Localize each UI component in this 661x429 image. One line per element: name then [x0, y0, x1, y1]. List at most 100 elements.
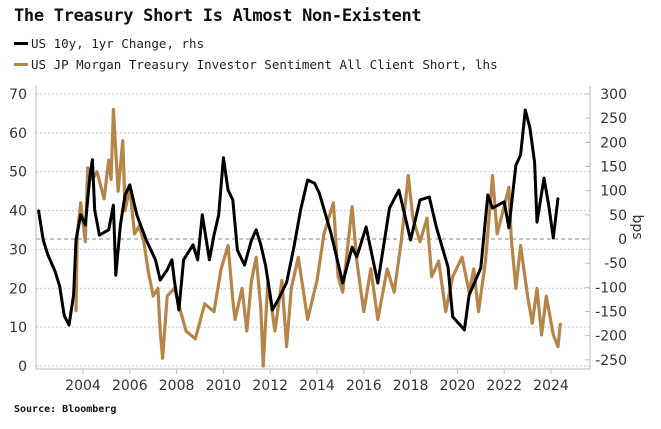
data-point-jpm-short — [557, 345, 559, 348]
data-point-jpm-short — [133, 233, 136, 235]
data-point-us10y — [536, 221, 538, 223]
data-point-jpm-short — [351, 205, 353, 208]
data-point-jpm-short — [250, 279, 253, 282]
data-point-jpm-short — [159, 330, 161, 332]
data-point-jpm-short — [461, 256, 463, 259]
data-point-jpm-short — [157, 287, 159, 290]
data-point-us10y — [255, 229, 257, 231]
data-point-jpm-short — [332, 202, 335, 204]
data-point-us10y — [278, 296, 281, 298]
data-point-jpm-short — [306, 318, 309, 321]
data-point-us10y — [533, 161, 536, 163]
data-point-us10y — [213, 234, 215, 236]
data-point-us10y — [136, 214, 138, 216]
data-point-us10y — [557, 197, 559, 199]
data-point-jpm-short — [232, 299, 234, 301]
y-right-tick-label: -250 — [595, 353, 627, 369]
data-point-us10y — [192, 244, 194, 246]
data-point-jpm-short — [147, 271, 150, 274]
x-tick-label: 2004 — [65, 378, 101, 394]
data-point-us10y — [250, 239, 253, 241]
y-right-tick-label: 150 — [600, 160, 627, 176]
x-tick-label: 2020 — [440, 378, 476, 394]
y-left-tick-label: 40 — [9, 204, 27, 220]
data-point-jpm-short — [122, 139, 124, 142]
data-point-jpm-short — [386, 268, 389, 270]
data-point-us10y — [524, 109, 527, 111]
data-point-jpm-short — [412, 217, 414, 220]
data-point-us10y — [173, 279, 176, 281]
data-point-us10y — [208, 259, 211, 261]
data-point-us10y — [519, 154, 522, 156]
data-point-us10y — [292, 247, 295, 250]
data-point-us10y — [93, 209, 96, 211]
data-point-jpm-short — [96, 170, 98, 173]
data-point-jpm-short — [323, 233, 325, 235]
data-point-jpm-short — [241, 287, 243, 290]
data-point-jpm-short — [515, 287, 517, 290]
data-point-us10y — [313, 182, 316, 185]
data-point-us10y — [72, 294, 75, 296]
data-point-us10y — [306, 179, 309, 181]
data-point-us10y — [508, 227, 510, 229]
data-point-jpm-short — [477, 310, 480, 313]
data-point-jpm-short — [491, 174, 494, 177]
y-left-tick-label: 70 — [9, 87, 27, 103]
data-point-jpm-short — [213, 310, 215, 313]
data-point-jpm-short — [430, 275, 433, 278]
data-point-us10y — [68, 324, 70, 326]
data-point-jpm-short — [419, 240, 421, 243]
data-point-us10y — [264, 264, 267, 266]
data-point-jpm-short — [341, 291, 344, 294]
data-point-jpm-short — [437, 260, 440, 262]
x-tick-label: 2014 — [299, 378, 335, 394]
y-right-axis-label: bps — [629, 214, 645, 239]
data-point-jpm-short — [260, 306, 262, 309]
data-point-jpm-short — [316, 279, 318, 282]
data-point-us10y — [543, 177, 545, 179]
data-point-us10y — [243, 264, 246, 266]
y-right-tick-label: 0 — [618, 232, 627, 248]
data-point-jpm-short — [297, 256, 300, 259]
y-left-tick-label: 0 — [18, 359, 27, 375]
data-point-us10y — [552, 237, 555, 239]
legend-label-jpm-sentiment: US JP Morgan Treasury Investor Sentiment… — [31, 57, 498, 72]
data-point-us10y — [119, 224, 122, 226]
data-point-jpm-short — [75, 310, 77, 313]
series-line-jpm-short-sentiment — [74, 107, 562, 368]
data-point-jpm-short — [84, 240, 87, 243]
data-point-us10y — [84, 224, 87, 226]
data-point-jpm-short — [526, 295, 529, 297]
data-point-jpm-short — [152, 295, 154, 297]
data-point-us10y — [419, 199, 421, 201]
data-point-jpm-short — [290, 287, 293, 290]
data-point-jpm-short — [185, 330, 187, 332]
data-point-jpm-short — [285, 345, 288, 348]
data-point-us10y — [171, 259, 173, 261]
x-tick-label: 2022 — [486, 378, 522, 394]
data-point-jpm-short — [531, 322, 534, 325]
data-point-us10y — [154, 259, 157, 261]
x-tick-label: 2008 — [159, 378, 195, 394]
legend-item-jpm-sentiment: US JP Morgan Treasury Investor Sentiment… — [14, 57, 498, 72]
data-point-jpm-short — [356, 260, 358, 262]
data-point-us10y — [42, 239, 44, 241]
data-point-jpm-short — [143, 240, 145, 243]
data-point-us10y — [480, 267, 482, 269]
data-point-us10y — [89, 174, 91, 176]
data-point-jpm-short — [262, 365, 265, 367]
data-point-jpm-short — [103, 198, 105, 200]
data-point-jpm-short — [246, 330, 248, 332]
data-point-us10y — [58, 285, 61, 287]
data-point-jpm-short — [451, 275, 454, 278]
x-tick-label: 2006 — [112, 378, 148, 394]
data-point-jpm-short — [194, 338, 197, 340]
data-point-us10y — [435, 226, 438, 228]
data-point-us10y — [356, 256, 358, 258]
data-point-jpm-short — [393, 291, 396, 294]
source-note: Source: Bloomberg — [14, 404, 117, 415]
data-point-us10y — [487, 194, 489, 196]
y-left-tick-label: 20 — [9, 281, 27, 297]
data-point-jpm-short — [559, 322, 562, 325]
data-point-us10y — [491, 207, 494, 209]
